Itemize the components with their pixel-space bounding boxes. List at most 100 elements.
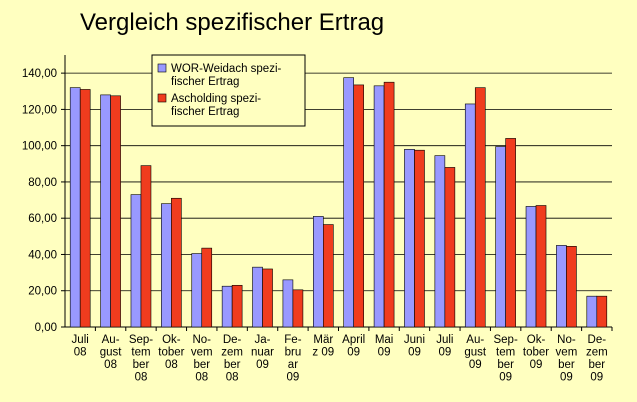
bar — [79, 89, 91, 328]
x-tick-label: zem — [586, 347, 608, 359]
x-tick-label: Au- — [466, 334, 484, 346]
x-tick-label: 09 — [469, 359, 482, 371]
bar — [596, 295, 608, 328]
y-tick-label: 20,00 — [28, 286, 57, 298]
y-tick-label: 120,00 — [22, 104, 57, 116]
bar — [252, 266, 263, 328]
x-tick-label: Ok- — [527, 334, 546, 346]
x-tick-label: No- — [557, 334, 576, 346]
x-tick-label: Sep- — [493, 334, 517, 346]
bar — [313, 216, 324, 328]
y-tick-label: 100,00 — [22, 141, 57, 153]
x-tick-label: 08 — [74, 347, 87, 359]
x-tick-label: 08 — [135, 372, 148, 384]
x-tick-label: Ja- — [255, 334, 271, 346]
x-tick-label: 09 — [256, 359, 269, 371]
x-tick-label: 09 — [408, 347, 421, 359]
x-tick-label: De- — [588, 334, 607, 346]
x-tick-label: vem — [191, 347, 213, 359]
x-tick-label: Mai — [375, 334, 394, 346]
bar — [373, 85, 385, 328]
x-tick-label: zem — [221, 347, 243, 359]
x-tick-label: ber — [224, 359, 241, 371]
x-tick-label: ber — [193, 359, 210, 371]
x-tick-label: No- — [192, 334, 211, 346]
x-tick-label: tem — [496, 347, 515, 359]
x-tick-label: 09 — [347, 347, 360, 359]
bar — [434, 155, 446, 328]
x-tick-label: gust — [100, 347, 123, 359]
y-tick-label: 40,00 — [28, 249, 57, 261]
y-tick-label: 80,00 — [28, 177, 57, 189]
bar — [292, 289, 304, 328]
x-tick-label: tem — [131, 347, 150, 359]
legend-swatch — [157, 93, 167, 103]
x-tick-label: tober — [158, 347, 184, 359]
x-tick-label: tober — [523, 347, 549, 359]
x-tick-label: 09 — [560, 372, 573, 384]
x-tick-label: 09 — [438, 347, 451, 359]
x-tick-label: Juli — [436, 334, 453, 346]
bar — [171, 197, 182, 328]
bar — [404, 148, 415, 328]
x-tick-label: Au- — [102, 334, 120, 346]
x-tick-label: ber — [497, 359, 514, 371]
bar — [100, 94, 111, 328]
bar — [201, 247, 213, 328]
x-tick-label: April — [342, 334, 365, 346]
bar — [525, 206, 537, 328]
x-tick-label: Fe- — [284, 334, 301, 346]
bar — [110, 95, 121, 328]
x-tick-label: Juni — [404, 334, 425, 346]
bar — [161, 203, 172, 328]
legend-label: fischer Ertrag — [171, 106, 239, 118]
x-tick-label: gust — [464, 347, 487, 359]
x-tick-label: 09 — [590, 372, 603, 384]
legend-label: WOR-Weidach spezi- — [171, 63, 282, 75]
x-tick-label: ber — [558, 359, 575, 371]
bar — [282, 279, 294, 328]
x-tick-label: 08 — [165, 359, 178, 371]
bar — [474, 87, 486, 328]
bar — [414, 149, 425, 328]
legend-swatch — [157, 63, 167, 73]
legend-label: fischer Ertrag — [171, 76, 239, 88]
bar — [535, 205, 547, 328]
x-tick-label: 08 — [226, 372, 239, 384]
bar — [140, 165, 152, 328]
x-tick-label: ar — [288, 359, 298, 371]
x-tick-label: 09 — [287, 372, 300, 384]
bar — [556, 245, 567, 328]
bar — [262, 268, 273, 328]
legend-box — [151, 54, 306, 127]
x-tick-label: nuar — [251, 347, 274, 359]
x-tick-label: Mär — [313, 334, 333, 346]
bar — [444, 167, 456, 328]
bar — [505, 138, 516, 328]
x-tick-label: 08 — [195, 372, 208, 384]
bar — [495, 146, 506, 328]
bar — [130, 194, 142, 328]
bar — [191, 253, 203, 328]
x-tick-label: ber — [133, 359, 150, 371]
bar — [566, 246, 577, 328]
x-tick-label: 09 — [530, 359, 543, 371]
bar — [353, 84, 364, 328]
bar — [221, 285, 233, 328]
y-tick-label: 60,00 — [28, 213, 57, 225]
x-tick-label: Sep- — [129, 334, 153, 346]
x-tick-label: ber — [588, 359, 605, 371]
bar — [586, 295, 598, 328]
x-tick-label: z 09 — [312, 347, 334, 359]
x-tick-label: bru — [285, 347, 302, 359]
bar — [231, 284, 243, 328]
legend-label: Ascholding spezi- — [171, 93, 261, 105]
x-tick-label: 09 — [378, 347, 391, 359]
x-tick-label: Ok- — [162, 334, 181, 346]
y-tick-label: 0,00 — [35, 322, 57, 334]
x-tick-label: De- — [223, 334, 242, 346]
x-tick-label: Juli — [72, 334, 89, 346]
bar — [323, 224, 334, 328]
